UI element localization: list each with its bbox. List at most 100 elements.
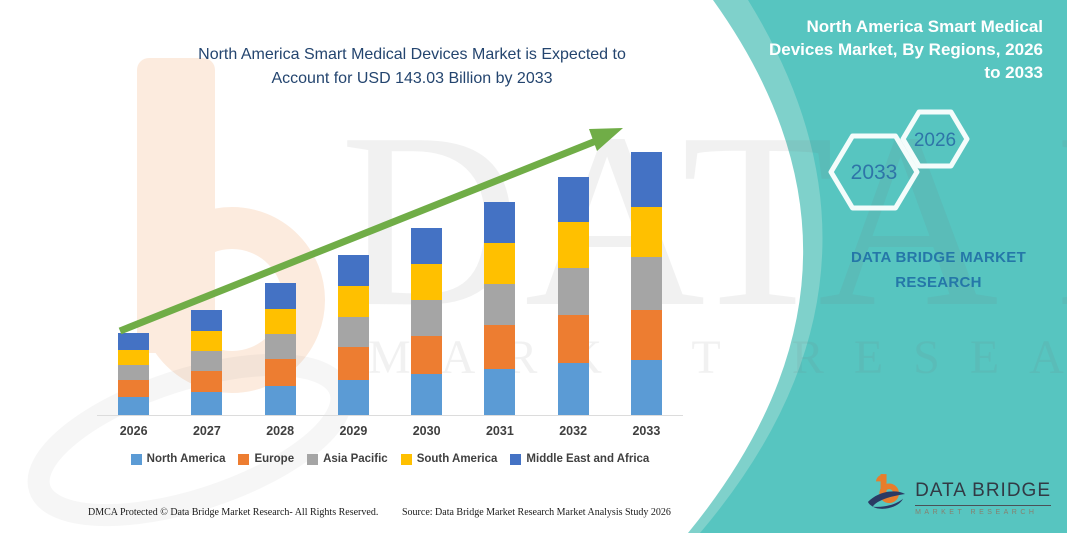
bar-segment-north-america [264, 386, 296, 415]
bar-segment-south-america [264, 308, 296, 335]
bar-segment-europe [484, 325, 516, 369]
bar-segment-south-america [484, 242, 516, 284]
bar-column-2029 [317, 118, 390, 415]
bar-segment-asia-pacific [118, 365, 150, 381]
bar-segment-north-america [630, 360, 662, 415]
legend-item-south-america: South America [400, 453, 498, 465]
x-axis-label: 2029 [339, 424, 368, 438]
legend-swatch [307, 453, 319, 465]
bar-segment-south-america [337, 285, 369, 317]
bar-segment-europe [264, 359, 296, 387]
bar-segment-north-america [411, 374, 443, 415]
logo-title: DATA BRIDGE [915, 480, 1051, 506]
bar-segment-asia-pacific [630, 257, 662, 310]
bar-segment-middle-east-and-africa [411, 228, 443, 264]
x-axis-label: 2031 [485, 424, 514, 438]
bar-segment-north-america [191, 392, 223, 415]
bar-segment-middle-east-and-africa [630, 152, 662, 207]
x-axis-label: 2027 [192, 424, 221, 438]
hexagon-2033 [828, 133, 920, 211]
bar-segment-europe [411, 336, 443, 375]
legend-label: Europe [254, 453, 295, 465]
bar-segment-asia-pacific [191, 350, 223, 371]
bar-column-2026 [97, 118, 170, 415]
stacked-bar-2028 [264, 282, 296, 415]
hexagon-2026-label: 2026 [914, 130, 956, 151]
bar-segment-north-america [118, 397, 150, 415]
bar-column-2032 [537, 118, 610, 415]
footer-dmca: DMCA Protected © Data Bridge Market Rese… [88, 507, 379, 518]
hexagon-2026 [900, 109, 970, 169]
legend-item-north-america: North America [130, 453, 226, 465]
legend-label: North America [146, 453, 226, 465]
bar-segment-south-america [118, 349, 150, 366]
legend-swatch [130, 453, 142, 465]
stacked-bar-2030 [411, 228, 443, 415]
company-logo: DATA BRIDGE MARKET RESEARCH [866, 466, 1051, 518]
legend-label: Middle East and Africa [526, 453, 650, 465]
legend-item-middle-east-and-africa: Middle East and Africa [510, 453, 649, 465]
bar-segment-europe [557, 314, 589, 364]
stacked-bar-2026 [118, 333, 150, 415]
bar-column-2028 [244, 118, 317, 415]
brand-caption: DATA BRIDGE MARKET RESEARCH [850, 249, 1027, 291]
bar-column-2031 [463, 118, 536, 415]
hexagon-2033-label: 2033 [851, 161, 898, 184]
bar-segment-north-america [484, 368, 516, 415]
bar-segment-middle-east-and-africa [557, 177, 589, 223]
stacked-bar-2031 [484, 202, 516, 415]
stacked-bar-2032 [557, 177, 589, 415]
bar-column-2030 [390, 118, 463, 415]
banner-title: North America Smart Medical Devices Mark… [768, 17, 1043, 82]
bar-segment-south-america [630, 207, 662, 257]
legend-swatch [510, 453, 522, 465]
legend-label: Asia Pacific [323, 453, 388, 465]
bar-segment-middle-east-and-africa [191, 309, 223, 331]
stacked-bar-2029 [337, 255, 369, 415]
bar-segment-south-america [557, 222, 589, 268]
legend-item-asia-pacific: Asia Pacific [307, 453, 388, 465]
bar-segment-asia-pacific [484, 283, 516, 326]
bar-segment-middle-east-and-africa [118, 333, 150, 350]
bar-segment-asia-pacific [411, 299, 443, 337]
logo-text-block: DATA BRIDGE MARKET RESEARCH [915, 480, 1051, 516]
bar-column-2027 [170, 118, 243, 415]
bar-segment-south-america [411, 263, 443, 300]
bar-segment-asia-pacific [557, 267, 589, 315]
legend-label: South America [416, 453, 498, 465]
legend-swatch [400, 453, 412, 465]
bar-segment-south-america [191, 330, 223, 351]
x-axis-label: 2028 [266, 424, 295, 438]
x-axis-label: 2026 [119, 424, 148, 438]
bar-segment-middle-east-and-africa [484, 202, 516, 243]
x-axis-label: 2030 [412, 424, 441, 438]
bar-segment-middle-east-and-africa [337, 255, 369, 286]
x-axis-line [97, 415, 683, 416]
legend-swatch [238, 453, 250, 465]
x-axis-labels: 2026 2027 2028 2029 2030 2031 2032 2033 [97, 424, 683, 438]
logo-subtitle: MARKET RESEARCH [915, 509, 1038, 516]
stacked-bar-2027 [191, 309, 223, 415]
bar-segment-europe [337, 347, 369, 381]
stacked-bar-2033 [630, 152, 662, 415]
x-axis-label: 2033 [632, 424, 661, 438]
bar-segment-middle-east-and-africa [264, 282, 296, 309]
bar-segment-europe [630, 310, 662, 360]
bar-segment-europe [118, 380, 150, 397]
chart-title: North America Smart Medical Devices Mark… [198, 46, 626, 87]
bar-segment-north-america [557, 363, 589, 415]
bar-segment-north-america [337, 380, 369, 415]
chart-legend: North America Europe Asia Pacific South Ame… [97, 453, 683, 465]
bar-column-2033 [610, 118, 683, 415]
footer-source: Source: Data Bridge Market Research Mark… [402, 507, 671, 518]
plot-columns [97, 118, 683, 415]
legend-item-europe: Europe [238, 453, 294, 465]
bar-segment-asia-pacific [337, 316, 369, 348]
bar-segment-europe [191, 370, 223, 392]
data-bridge-b-icon [867, 474, 906, 509]
x-axis-label: 2032 [559, 424, 588, 438]
bar-segment-asia-pacific [264, 334, 296, 360]
